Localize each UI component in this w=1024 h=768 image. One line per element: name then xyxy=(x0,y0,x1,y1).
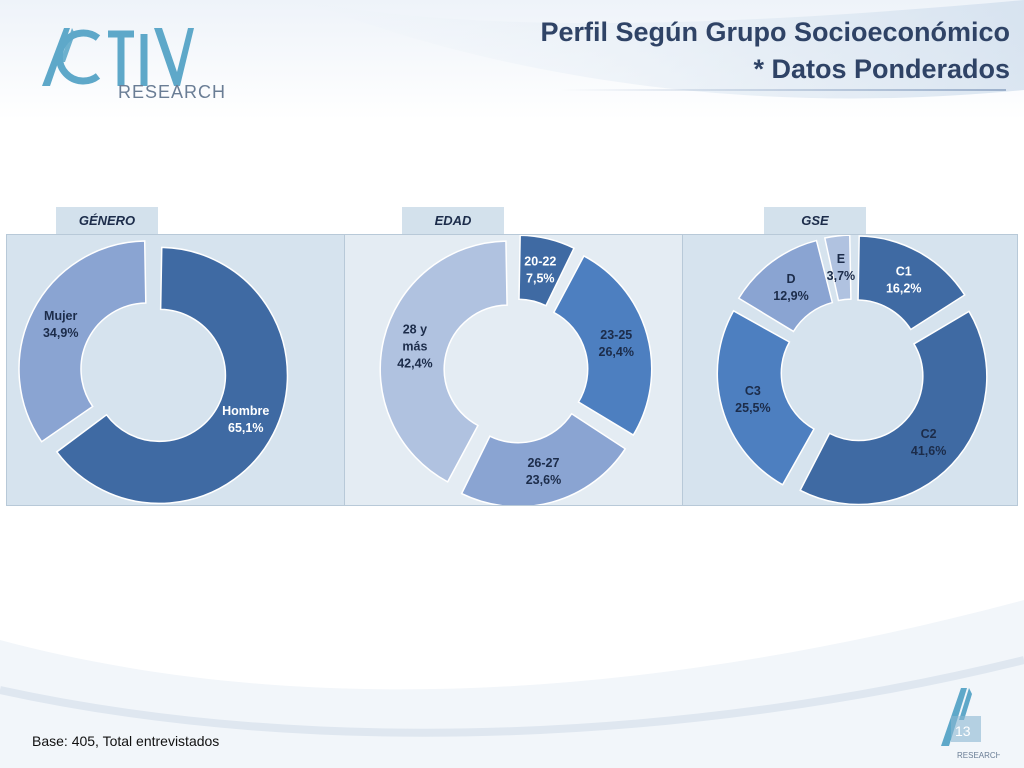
donut-slice-género-0 xyxy=(55,246,289,505)
slice-label-género-1: Mujer 34,9% xyxy=(43,309,78,340)
panel-edad: 20-22 7,5% 23-25 26,4% 26-27 23,6% 28 y más 42,4… xyxy=(344,234,683,506)
title-line-1: Perfil Según Grupo Socioeconómico xyxy=(540,17,1010,47)
title-divider xyxy=(560,89,1006,91)
donut-slice-gse-2 xyxy=(716,309,815,486)
base-note: Base: 405, Total entrevistados xyxy=(32,733,220,749)
slice-label-gse-1: C2 41,6% xyxy=(911,427,946,458)
donut-chart-edad: 20-22 7,5% 23-25 26,4% 26-27 23,6% 28 y más 42,4… xyxy=(379,235,653,505)
slice-label-gse-3: D 12,9% xyxy=(773,272,808,303)
tab-edad: EDAD xyxy=(402,207,504,234)
logo-subtext: RESEARCH xyxy=(118,82,226,102)
tab-genero: GÉNERO xyxy=(56,207,158,234)
slice-label-gse-0: C1 16,2% xyxy=(886,265,921,296)
donut-slice-edad-0 xyxy=(518,235,575,307)
slice-label-edad-0: 20-22 7,5% xyxy=(524,254,556,285)
slice-label-género-0: Hombre 65,1% xyxy=(222,404,269,435)
donut-slice-gse-1 xyxy=(799,310,988,505)
slice-label-edad-3: 28 y más 42,4% xyxy=(397,323,432,371)
panel-gse: C1 16,2% C2 41,6% C3 25,5% D 12,9% E 3,7% xyxy=(682,234,1018,506)
panel-genero: Hombre 65,1% Mujer 34,9% xyxy=(6,234,345,506)
donut-slice-edad-1 xyxy=(552,254,653,437)
donut-slice-gse-3 xyxy=(737,239,834,333)
donut-chart-genero: Hombre 65,1% Mujer 34,9% xyxy=(18,240,289,505)
footer-logo: RESEARCH xyxy=(941,688,1000,760)
page-title: Perfil Según Grupo Socioeconómico * Dato… xyxy=(540,14,1010,88)
footer-logo-text: RESEARCH xyxy=(957,751,1000,760)
donut-slice-edad-2 xyxy=(460,412,627,505)
donut-slice-género-1 xyxy=(18,240,147,443)
activa-research-logo: RESEARCH xyxy=(42,28,226,102)
tab-gse: GSE xyxy=(764,207,866,234)
slice-label-gse-2: C3 25,5% xyxy=(735,384,770,415)
donut-slice-gse-0 xyxy=(857,235,966,331)
donut-slice-gse-4 xyxy=(823,235,852,302)
donut-chart-gse: C1 16,2% C2 41,6% C3 25,5% D 12,9% E 3,7% xyxy=(716,235,988,505)
page-number: 13 xyxy=(955,723,971,739)
slice-label-edad-2: 26-27 23,6% xyxy=(526,456,561,487)
title-line-2: * Datos Ponderados xyxy=(753,54,1010,84)
slice-label-gse-4: E 3,7% xyxy=(827,252,856,283)
donut-slice-edad-3 xyxy=(379,240,508,483)
slice-label-edad-1: 23-25 26,4% xyxy=(599,328,634,359)
